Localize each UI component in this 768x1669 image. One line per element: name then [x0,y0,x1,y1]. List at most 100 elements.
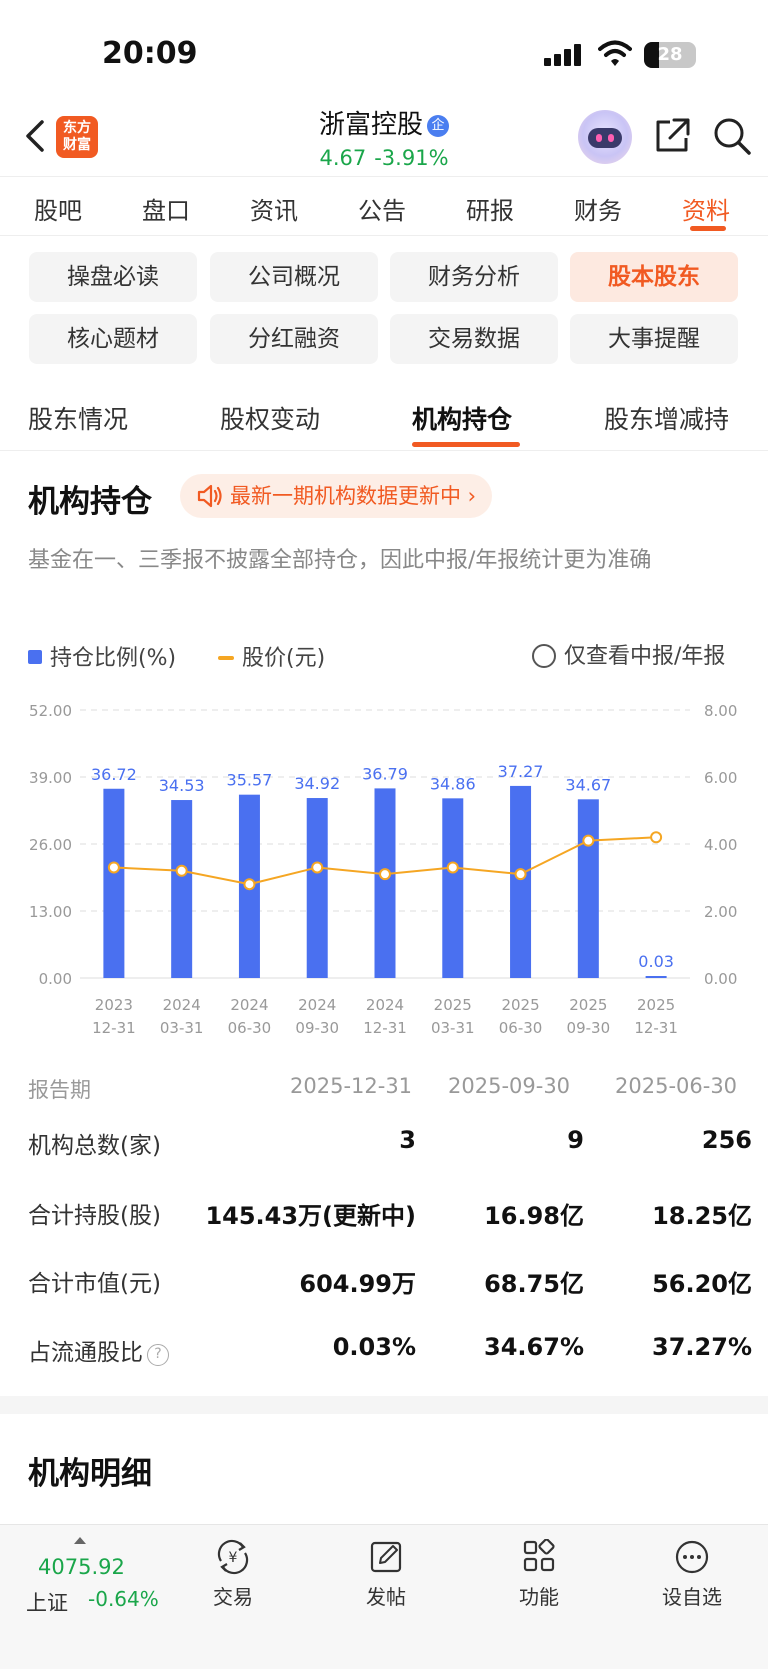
subtab-shareholder-status[interactable]: 股东情况 [28,405,129,434]
report-only-toggle[interactable]: 仅查看中报/年报 [532,638,725,670]
x-tick-label-year: 2025 [434,996,472,1014]
row-value: 68.75亿 [484,1270,584,1298]
row-value: 3 [399,1126,416,1154]
share-icon[interactable] [652,116,692,156]
row-value: 16.98亿 [484,1202,584,1230]
nav-add-watchlist[interactable]: 设自选 [642,1539,742,1610]
x-tick-label-date: 12-31 [92,1019,136,1037]
radio-icon[interactable] [532,644,556,668]
wifi-icon [598,40,632,66]
bar-data-label: 34.67 [565,775,611,794]
subtab-holding-changes[interactable]: 股东增减持 [604,405,730,434]
row-value: 56.20亿 [652,1270,752,1298]
btn-financial-analysis[interactable]: 财务分析 [390,252,558,302]
stock-quote: 4.67 -3.91% [0,146,768,170]
speaker-icon [197,484,222,508]
btn-major-events[interactable]: 大事提醒 [570,314,738,364]
price-point [446,861,459,874]
btn-trading-data[interactable]: 交易数据 [390,314,558,364]
section-title: 机构持仓 [28,484,152,520]
section2-title: 机构明细 [28,1456,152,1492]
bar [577,799,599,978]
legend-bar-swatch [28,650,42,664]
row-label: 合计市值(元) [28,1271,161,1297]
x-tick-label-date: 12-31 [634,1019,678,1037]
tab-announcements[interactable]: 公告 [358,197,406,225]
update-notice-text: 最新一期机构数据更新中 › [230,484,477,508]
price-point [311,861,324,874]
btn-dividends-financing[interactable]: 分红融资 [210,314,378,364]
app-logo[interactable]: 东方 财富 [56,116,98,158]
ai-assistant-avatar[interactable] [578,110,632,164]
bar-data-label: 34.53 [159,776,205,795]
row-label: 占流通股比? [28,1333,169,1367]
period-header: 报告期 [28,1078,91,1102]
tab-research[interactable]: 研报 [466,197,514,225]
legend-bar: 持仓比例(%) [28,640,176,672]
x-tick-label-date: 12-31 [363,1019,407,1037]
y-left-tick-label: 13.00 [29,903,72,921]
x-tick-label-year: 2025 [569,996,607,1014]
bar [306,798,328,978]
row-value: 18.25亿 [652,1202,752,1230]
y-left-tick-label: 0.00 [39,970,72,988]
bar-data-label: 34.92 [294,774,340,793]
x-tick-label-date: 09-30 [567,1019,611,1037]
help-icon[interactable]: ? [147,1344,169,1366]
tab-news[interactable]: 资讯 [250,197,298,225]
bar-data-label: 36.79 [362,764,408,783]
period-col-2: 2025-09-30 [448,1074,571,1098]
nav-post[interactable]: 发帖 [336,1539,436,1610]
section-separator [0,1396,768,1414]
x-tick-label-date: 03-31 [431,1019,475,1037]
tab-profile[interactable]: 资料 [682,197,730,225]
bar [103,788,125,978]
tab-finance[interactable]: 财务 [574,197,622,225]
svg-text:¥: ¥ [229,1550,238,1566]
x-tick-label-year: 2025 [501,996,539,1014]
index-name[interactable]: 上证 [26,1591,68,1615]
bar [510,785,532,978]
active-tab-indicator [690,226,726,231]
bar-data-label: 35.57 [227,771,273,790]
btn-shareholders[interactable]: 股本股东 [570,252,738,302]
tab-guba[interactable]: 股吧 [34,197,82,225]
x-tick-label-year: 2024 [163,996,201,1014]
row-value: 34.67% [484,1333,584,1361]
y-right-tick-label: 0.00 [704,970,737,988]
divider [0,450,768,451]
section-description: 基金在一、三季报不披露全部持仓，因此中报/年报统计更为准确 [28,548,652,573]
bar-data-label: 0.03 [638,952,674,971]
index-value[interactable]: 4075.92 [38,1555,125,1579]
bar-data-label: 36.72 [91,765,137,784]
active-subtab-indicator [412,442,520,447]
btn-trading-guide[interactable]: 操盘必读 [29,252,197,302]
status-time: 20:09 [102,36,198,71]
nav-functions[interactable]: 功能 [489,1539,589,1610]
holdings-chart: 52.00 39.00 26.00 13.00 0.00 8.00 6.00 4.00 2.00… [29,702,737,1037]
expand-caret-icon[interactable] [74,1537,86,1544]
bottom-bar: 4075.92 上证 -0.64% ¥ 交易 发帖 [0,1524,768,1669]
battery-icon: 28 [644,42,696,68]
back-arrow-icon[interactable] [22,118,52,154]
enterprise-badge: 企 [427,115,449,137]
tab-pankou[interactable]: 盘口 [142,197,190,225]
y-right-tick-label: 2.00 [704,903,737,921]
subtab-equity-changes[interactable]: 股权变动 [220,405,321,434]
y-right-tick-label: 8.00 [704,702,737,720]
bar [442,798,464,978]
price-point [582,834,595,847]
update-notice[interactable]: 最新一期机构数据更新中 › [180,474,493,518]
btn-company-overview[interactable]: 公司概况 [210,252,378,302]
x-tick-label-year: 2024 [366,996,404,1014]
index-change[interactable]: -0.64% [88,1587,159,1611]
search-icon[interactable] [712,116,752,156]
btn-core-themes[interactable]: 核心题材 [29,314,197,364]
bar [645,976,667,978]
price-point [243,878,256,891]
subtab-institutional-holdings[interactable]: 机构持仓 [412,405,513,434]
nav-trade[interactable]: ¥ 交易 [183,1539,283,1610]
bar-data-label: 34.86 [430,774,476,793]
more-icon [675,1540,709,1574]
x-tick-label-year: 2023 [95,996,133,1014]
